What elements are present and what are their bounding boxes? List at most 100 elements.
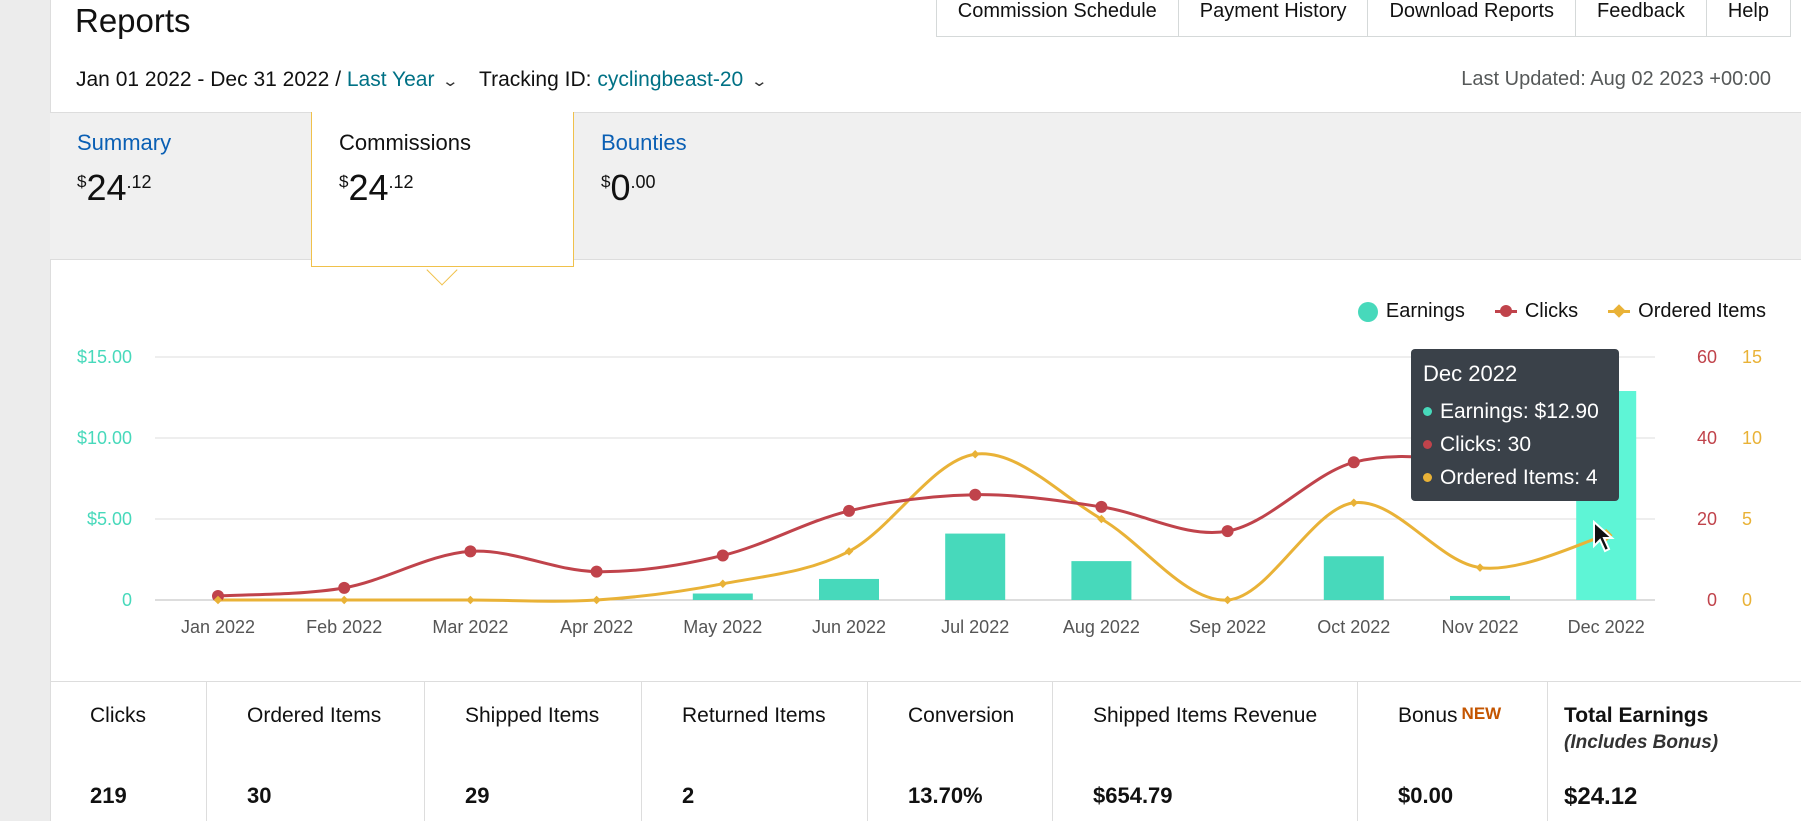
right-axis-clicks-tick: 60 xyxy=(1697,347,1717,367)
earnings-bar xyxy=(1450,595,1510,600)
stat-clicks: Clicks 219 xyxy=(50,682,207,821)
tooltip-row-ordered: Ordered Items: 4 xyxy=(1423,461,1607,494)
clicks-point xyxy=(464,545,477,558)
stat-label-wrap: Bonus NEW xyxy=(1398,704,1547,728)
ordered-items-point xyxy=(1097,514,1106,524)
stat-value: $24.12 xyxy=(1564,783,1638,810)
left-axis-tick: $10.00 xyxy=(77,428,132,448)
clicks-point xyxy=(590,565,603,578)
x-axis-tick: Apr 2022 xyxy=(560,617,633,637)
earnings-dot-icon xyxy=(1357,301,1378,322)
tab-label: Bounties xyxy=(601,130,687,155)
mouse-pointer-icon xyxy=(1593,520,1615,553)
period-dropdown[interactable]: Last Year ⌄ xyxy=(346,68,460,92)
tracking-label: Tracking ID: xyxy=(479,68,592,91)
last-updated: Last Updated: Aug 02 2023 +00:00 xyxy=(1461,68,1771,90)
ordered-dot-icon xyxy=(1423,473,1432,482)
amount-whole: 24 xyxy=(348,167,389,208)
stat-sublabel: (Includes Bonus) xyxy=(1564,732,1719,753)
earnings-bar xyxy=(1323,556,1384,600)
stat-value: 219 xyxy=(90,783,127,808)
x-axis-tick: Mar 2022 xyxy=(432,617,508,637)
clicks-dot-icon xyxy=(1423,440,1432,449)
stat-returned-items: Returned Items 2 xyxy=(642,682,868,821)
ordered-items-point xyxy=(970,449,980,459)
currency-symbol: $ xyxy=(339,172,349,191)
clicks-point xyxy=(1095,500,1108,513)
right-axis-clicks-tick: 40 xyxy=(1697,428,1717,448)
tracking-id-dropdown[interactable]: cyclingbeast-20 ⌄ xyxy=(597,68,768,92)
ordered-items-point xyxy=(718,579,728,589)
clicks-line xyxy=(217,455,1607,598)
stats-table: Clicks 219 Ordered Items 30 Shipped Item… xyxy=(50,681,1801,821)
x-axis-tick: Jul 2022 xyxy=(941,617,1009,637)
right-axis-items-tick: 15 xyxy=(1742,347,1762,367)
tooltip-text: Clicks: 30 xyxy=(1440,433,1532,456)
nav-commission-schedule[interactable]: Commission Schedule xyxy=(957,0,1157,22)
x-axis-tick: Sep 2022 xyxy=(1189,617,1266,637)
x-axis-tick: Jun 2022 xyxy=(812,617,886,637)
tab-amount: $ 0 .00 xyxy=(601,168,687,208)
page-title: Reports xyxy=(75,2,191,39)
stat-conversion: Conversion 13.70% xyxy=(868,682,1053,821)
stat-value: 29 xyxy=(465,783,490,808)
right-axis-clicks-tick: 0 xyxy=(1707,590,1717,610)
tab-summary[interactable]: Summary $ 24 .12 xyxy=(50,112,198,267)
clicks-point xyxy=(969,488,982,501)
clicks-point xyxy=(1347,456,1360,469)
date-range: Jan 01 2022 - Dec 31 2022 / xyxy=(76,68,342,91)
x-axis-tick: Nov 2022 xyxy=(1441,617,1518,637)
new-badge: NEW xyxy=(1461,704,1502,723)
stat-label: Conversion xyxy=(908,704,1015,727)
earnings-bar xyxy=(1071,561,1132,600)
right-axis-items-tick: 10 xyxy=(1742,428,1762,448)
earnings-chart: 0 $5.00 $10.00 $15.00 0 20 40 60 0 5 10 15 Jan 2022 F… xyxy=(77,347,1762,637)
amount-whole: 24 xyxy=(86,167,127,208)
nav-feedback[interactable]: Feedback xyxy=(1575,0,1706,36)
clicks-point xyxy=(843,504,855,517)
ordered-items-point xyxy=(466,595,475,605)
stat-value: $0.00 xyxy=(1398,783,1454,808)
stat-value: $654.79 xyxy=(1093,783,1173,808)
stat-value: 30 xyxy=(247,783,272,808)
earnings-dot-icon xyxy=(1423,407,1432,416)
nav-download-reports[interactable]: Download Reports xyxy=(1367,0,1575,36)
earnings-bar xyxy=(945,533,1006,600)
ordered-diamond-icon xyxy=(1608,304,1631,318)
ordered-items-point xyxy=(844,547,854,556)
chart-legend: Earnings Clicks Ordered Items xyxy=(1357,300,1766,323)
stat-label: Ordered Items xyxy=(247,704,382,727)
nav-help[interactable]: Help xyxy=(1705,0,1790,36)
amount-cents: .00 xyxy=(630,172,656,192)
legend-clicks[interactable]: Clicks xyxy=(1494,300,1579,323)
stat-shipped-revenue: Shipped Items Revenue $654.79 xyxy=(1053,682,1358,821)
ordered-items-point xyxy=(1475,563,1485,572)
legend-ordered-items[interactable]: Ordered Items xyxy=(1608,300,1766,323)
stat-label: Bonus xyxy=(1398,704,1458,727)
stat-value: 2 xyxy=(682,783,695,808)
tab-label: Summary xyxy=(77,130,172,155)
stat-label: Shipped Items xyxy=(465,704,600,727)
stat-label: Returned Items xyxy=(682,704,826,727)
legend-label: Ordered Items xyxy=(1638,300,1766,322)
right-axis-items-tick: 0 xyxy=(1742,590,1752,610)
stat-label: Shipped Items Revenue xyxy=(1093,704,1318,727)
tab-amount: $ 24 .12 xyxy=(77,168,171,208)
ordered-items-point xyxy=(1223,595,1232,605)
ordered-items-point xyxy=(592,595,601,605)
nav-payment-history[interactable]: Payment History xyxy=(1177,0,1368,36)
legend-label: Clicks xyxy=(1524,300,1579,322)
tab-label: Commissions xyxy=(339,130,472,155)
tab-commissions[interactable]: Commissions $ 24 .12 xyxy=(311,112,574,267)
tooltip-row-clicks: Clicks: 30 xyxy=(1423,428,1607,461)
tooltip-text: Ordered Items: 4 xyxy=(1440,466,1598,489)
legend-earnings[interactable]: Earnings xyxy=(1357,300,1465,323)
clicks-line-icon xyxy=(1494,305,1517,317)
tab-bounties[interactable]: Bounties $ 0 .00 xyxy=(574,112,714,267)
left-axis-tick: $15.00 xyxy=(77,347,132,367)
left-axis-tick: 0 xyxy=(122,590,132,610)
x-axis-tick: Jan 2022 xyxy=(181,617,255,637)
amount-cents: .12 xyxy=(388,172,414,192)
amount-cents: .12 xyxy=(126,172,152,192)
period-label: Last Year xyxy=(346,68,435,91)
